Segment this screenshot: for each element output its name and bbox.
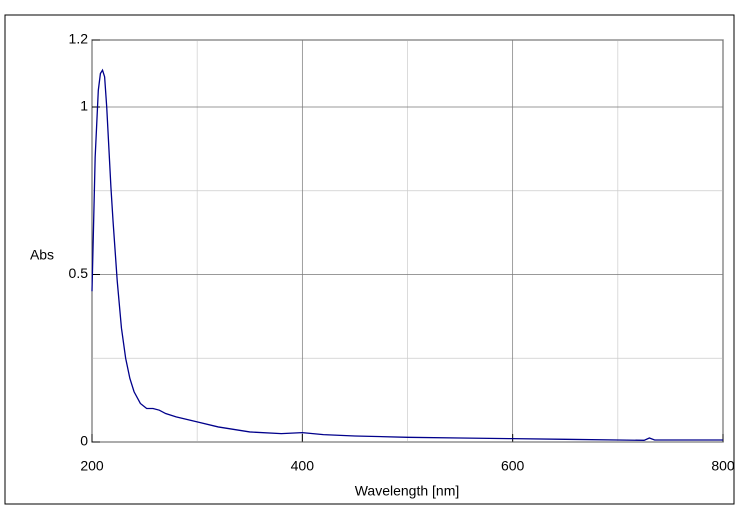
- y-tick-label: 1: [80, 98, 88, 114]
- x-tick-label: 800: [711, 458, 735, 474]
- spectrum-line: [91, 68, 723, 441]
- frame: [4, 14, 735, 505]
- x-tick-label: 400: [291, 458, 315, 474]
- x-axis-label: Wavelength [nm]: [355, 483, 460, 499]
- x-tick-label: 200: [80, 458, 104, 474]
- y-axis-label: Abs: [30, 247, 54, 263]
- y-tick-label: 0.5: [69, 265, 89, 281]
- y-tick-label: 1.2: [69, 31, 89, 47]
- y-tick-label: 0: [80, 433, 88, 449]
- x-tick-label: 600: [501, 458, 525, 474]
